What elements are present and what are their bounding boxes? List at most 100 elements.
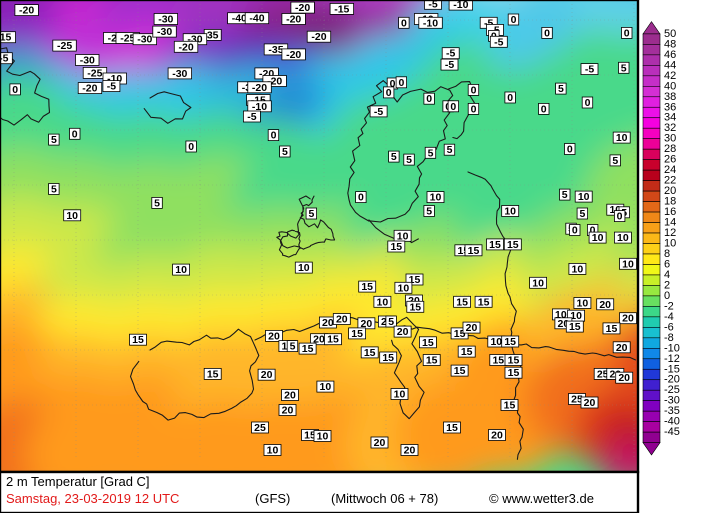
svg-text:10: 10	[572, 263, 584, 275]
svg-text:-5: -5	[428, 0, 437, 10]
svg-text:20: 20	[261, 369, 273, 381]
svg-text:0: 0	[450, 101, 456, 113]
svg-text:-30: -30	[157, 26, 172, 38]
svg-text:15: 15	[327, 334, 339, 346]
svg-text:0: 0	[72, 128, 78, 140]
svg-text:10: 10	[577, 298, 589, 310]
svg-text:-25: -25	[87, 67, 102, 79]
svg-text:10: 10	[66, 210, 78, 222]
svg-text:10: 10	[616, 132, 628, 144]
svg-text:10: 10	[298, 262, 310, 274]
svg-text:20: 20	[622, 313, 634, 325]
svg-text:15: 15	[361, 281, 373, 293]
svg-text:-25: -25	[57, 40, 72, 52]
svg-text:0: 0	[624, 27, 630, 39]
svg-text:10: 10	[592, 232, 604, 244]
svg-text:-5: -5	[585, 64, 594, 76]
svg-text:10: 10	[490, 336, 502, 348]
svg-text:0: 0	[567, 144, 573, 156]
svg-text:0: 0	[188, 141, 194, 153]
svg-text:-20: -20	[295, 2, 310, 14]
svg-text:15: 15	[606, 323, 618, 335]
svg-text:0: 0	[541, 103, 547, 115]
svg-text:20: 20	[284, 390, 296, 402]
svg-text:-10: -10	[453, 0, 468, 11]
svg-text:20: 20	[599, 299, 611, 311]
svg-text:10: 10	[532, 277, 544, 289]
svg-text:-5: -5	[494, 36, 503, 48]
svg-text:15: 15	[468, 245, 480, 257]
svg-text:-30: -30	[80, 55, 95, 67]
svg-text:15: 15	[508, 355, 520, 367]
svg-text:5: 5	[290, 341, 296, 353]
svg-text:5: 5	[51, 184, 57, 196]
svg-text:5: 5	[562, 189, 568, 201]
svg-text:0: 0	[507, 92, 513, 104]
svg-text:15: 15	[461, 346, 473, 358]
svg-text:0: 0	[358, 192, 364, 204]
svg-text:20: 20	[616, 342, 628, 354]
svg-text:-30: -30	[172, 68, 187, 80]
svg-text:10: 10	[394, 389, 406, 401]
svg-text:20: 20	[322, 317, 334, 329]
svg-text:10: 10	[622, 258, 634, 270]
svg-text:10: 10	[377, 296, 389, 308]
svg-text:10: 10	[320, 381, 332, 393]
svg-text:10: 10	[617, 232, 629, 244]
svg-text:15: 15	[456, 296, 468, 308]
svg-text:20: 20	[268, 330, 280, 342]
svg-text:10: 10	[398, 282, 410, 294]
svg-text:15: 15	[492, 355, 504, 367]
svg-text:-40: -40	[249, 13, 264, 25]
svg-text:15: 15	[382, 352, 394, 364]
svg-text:15: 15	[422, 337, 434, 349]
svg-text:5: 5	[388, 316, 394, 328]
svg-text:-15: -15	[0, 32, 12, 44]
svg-text:5: 5	[447, 144, 453, 156]
svg-text:5: 5	[391, 151, 397, 163]
svg-text:5: 5	[428, 147, 434, 159]
svg-text:0: 0	[544, 27, 550, 39]
svg-text:10: 10	[175, 264, 187, 276]
svg-text:0: 0	[398, 77, 404, 89]
svg-text:5: 5	[621, 62, 627, 74]
svg-text:0: 0	[572, 225, 578, 237]
svg-text:-5: -5	[446, 48, 455, 60]
svg-text:15: 15	[446, 422, 458, 434]
svg-text:15: 15	[478, 296, 490, 308]
svg-text:0: 0	[585, 97, 591, 109]
svg-text:5: 5	[154, 197, 160, 209]
svg-text:15: 15	[507, 239, 519, 251]
svg-text:© www.wetter3.de: © www.wetter3.de	[489, 491, 594, 506]
svg-text:-20: -20	[286, 49, 301, 61]
svg-text:-5: -5	[374, 106, 383, 118]
svg-text:0: 0	[617, 211, 623, 223]
svg-text:20: 20	[404, 445, 416, 457]
svg-text:10: 10	[267, 445, 279, 457]
svg-text:25: 25	[254, 422, 266, 434]
svg-text:-20: -20	[311, 31, 326, 43]
svg-text:-30: -30	[158, 14, 173, 26]
svg-text:-5: -5	[107, 81, 116, 93]
svg-text:15: 15	[504, 336, 516, 348]
svg-text:15: 15	[426, 355, 438, 367]
svg-text:15: 15	[409, 301, 421, 313]
svg-text:-40: -40	[232, 13, 247, 25]
svg-text:20: 20	[282, 405, 294, 417]
svg-text:10: 10	[317, 431, 329, 443]
svg-text:0: 0	[511, 14, 517, 26]
svg-text:0: 0	[386, 87, 392, 99]
svg-text:0: 0	[471, 84, 477, 96]
svg-text:-5: -5	[247, 111, 256, 123]
svg-text:0: 0	[426, 93, 432, 105]
svg-text:20: 20	[584, 397, 596, 409]
svg-text:15: 15	[132, 334, 144, 346]
svg-text:5: 5	[612, 155, 618, 167]
svg-text:-15: -15	[334, 3, 349, 15]
svg-text:10: 10	[578, 191, 590, 203]
svg-text:15: 15	[489, 239, 501, 251]
svg-text:0: 0	[401, 17, 407, 29]
svg-text:20: 20	[374, 437, 386, 449]
svg-text:15: 15	[390, 241, 402, 253]
svg-text:-20: -20	[286, 14, 301, 26]
